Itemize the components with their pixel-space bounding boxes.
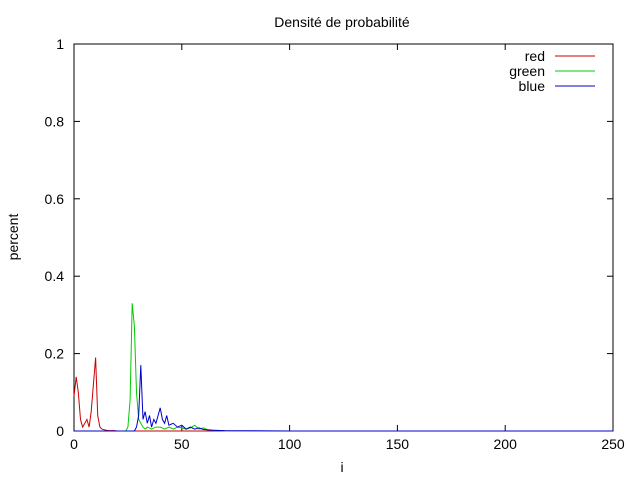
legend-label-red: red: [525, 48, 545, 64]
y-tick-label: 0.6: [45, 191, 65, 207]
series-line-red: [73, 357, 613, 432]
chart-title: Densité de probabilité: [274, 14, 410, 30]
x-tick-label: 200: [494, 436, 518, 452]
legend-label-green: green: [509, 63, 545, 79]
x-tick-label: 250: [601, 436, 625, 452]
y-tick-label: 0: [56, 423, 64, 439]
axes: 0 50 100 150 200 250 0 0.2 0.4 0.6 0.8 1: [45, 36, 625, 452]
series-group: [73, 303, 613, 432]
x-axis-label: i: [340, 459, 343, 475]
x-tick-label: 0: [70, 436, 78, 452]
x-tick-label: 150: [386, 436, 410, 452]
series-line-green: [74, 303, 613, 432]
y-tick-label: 0.8: [45, 113, 65, 129]
y-tick-label: 0.2: [45, 346, 65, 362]
legend-label-blue: blue: [519, 78, 546, 94]
x-tick-label: 50: [174, 436, 190, 452]
y-axis-label: percent: [5, 214, 21, 261]
x-tick-label: 100: [278, 436, 302, 452]
y-tick-label: 1: [56, 36, 64, 52]
plot-frame: [73, 43, 614, 432]
series-line-blue: [74, 365, 613, 432]
y-tick-label: 0.4: [45, 268, 65, 284]
